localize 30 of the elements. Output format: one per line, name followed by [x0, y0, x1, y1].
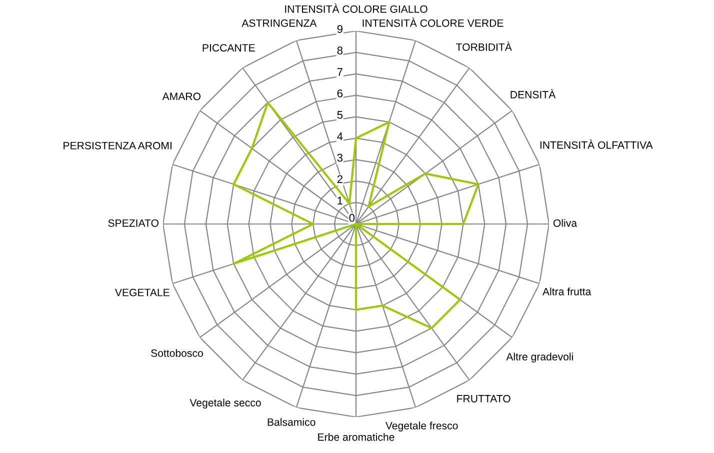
spoke-label: Altre gradevoli — [506, 352, 573, 363]
y-tick-label: 9 — [337, 25, 342, 33]
spoke-label: Vegetale secco — [190, 398, 261, 409]
spoke-label: Vegetale fresco — [385, 422, 458, 432]
spoke-label: FRUTTATO — [457, 394, 510, 402]
spoke-label: DENSITÀ — [510, 89, 556, 98]
spoke-label: INTENSITÀ COLORE VERDE — [362, 18, 504, 27]
spoke-label: PICCANTE — [202, 44, 255, 52]
y-tick-label: 0 — [349, 214, 355, 222]
spoke-label: AMARO — [162, 92, 200, 100]
y-tick-label: 2 — [337, 175, 342, 183]
y-tick-label: 1 — [338, 196, 342, 204]
spoke-label: PERSISTENZA AROMI — [64, 142, 172, 150]
spoke-label: INTENSITÀ COLORE GIALLO — [285, 4, 428, 13]
spoke-label: Oliva — [553, 219, 578, 227]
y-tick-label: 8 — [337, 46, 343, 54]
y-tick-label: 4 — [337, 132, 343, 140]
y-tick-label: 6 — [337, 89, 343, 98]
spoke-label: Altra frutta — [542, 288, 592, 296]
y-tick-label: 3 — [337, 154, 343, 162]
spoke-label: Sottobosco — [151, 349, 203, 357]
spoke-label: TORBIDITÀ — [456, 42, 512, 51]
spoke-label: Balsamico — [268, 418, 316, 426]
spoke-label: VEGETALE — [114, 288, 170, 296]
spoke-label: SPEZIATO — [108, 219, 158, 227]
y-tick-label: 5 — [337, 111, 343, 119]
spoke-label: Erbe aromatiche — [318, 433, 394, 441]
spoke-label: ASTRINGENZA — [242, 19, 317, 27]
y-tick-label: 7 — [337, 68, 342, 76]
spoke-label: INTENSITÀ OLFATTIVA — [540, 140, 653, 149]
